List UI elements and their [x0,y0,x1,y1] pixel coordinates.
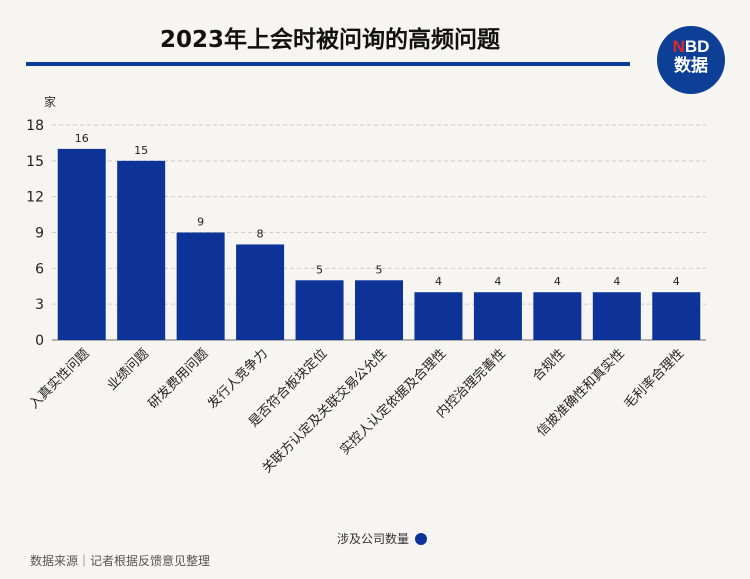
y-tick-label: 6 [35,261,44,277]
y-axis-label: 家 [44,94,56,109]
data-label: 15 [134,144,148,157]
legend-label: 涉及公司数量 [337,532,410,546]
x-tick-label: 业绩问题 [105,346,152,393]
bar [295,280,344,340]
bar [57,148,106,340]
source-note: 数据来源｜记者根据反馈意见整理 [30,554,211,568]
bar [355,280,403,340]
x-tick-label: 入真实性问题 [27,346,93,412]
y-tick-label: 9 [35,226,44,242]
bar [592,292,641,340]
y-tick-label: 0 [35,333,44,349]
bar [652,292,701,340]
legend: 涉及公司数量 [337,530,428,547]
data-label: 5 [316,263,323,276]
data-label: 9 [197,216,204,229]
y-tick-label: 12 [26,190,44,206]
y-tick-label: 18 [26,118,44,134]
x-tick-label: 关联方认定及关联交易公允性 [259,346,390,477]
bar [117,160,166,340]
y-tick-label: 3 [35,297,44,313]
chart-title: 2023年上会时被问询的高频问题 [159,27,500,53]
x-tick-label: 研发费用问题 [145,346,211,412]
legend-marker [415,532,428,545]
x-tick-label: 发行人竞争力 [204,346,270,412]
data-label: 4 [613,275,620,288]
bar [533,292,582,340]
x-tick-label: 毛利率合理性 [621,346,687,412]
bar [176,232,225,340]
data-label: 4 [494,275,501,288]
data-label: 8 [257,227,264,240]
nbd-logo: NBD 数据 [657,26,725,94]
bar [473,292,522,340]
x-tick-label: 合规性 [530,346,568,384]
data-label: 5 [376,263,383,276]
bar [236,244,285,340]
data-label: 16 [75,132,89,145]
bar [414,292,463,340]
x-tick-label: 实控人认定依据及合理性 [338,346,450,458]
y-tick-label: 15 [26,154,44,170]
data-label: 4 [435,275,442,288]
data-label: 4 [673,275,680,288]
data-label: 4 [554,275,561,288]
title-underline [26,62,630,66]
